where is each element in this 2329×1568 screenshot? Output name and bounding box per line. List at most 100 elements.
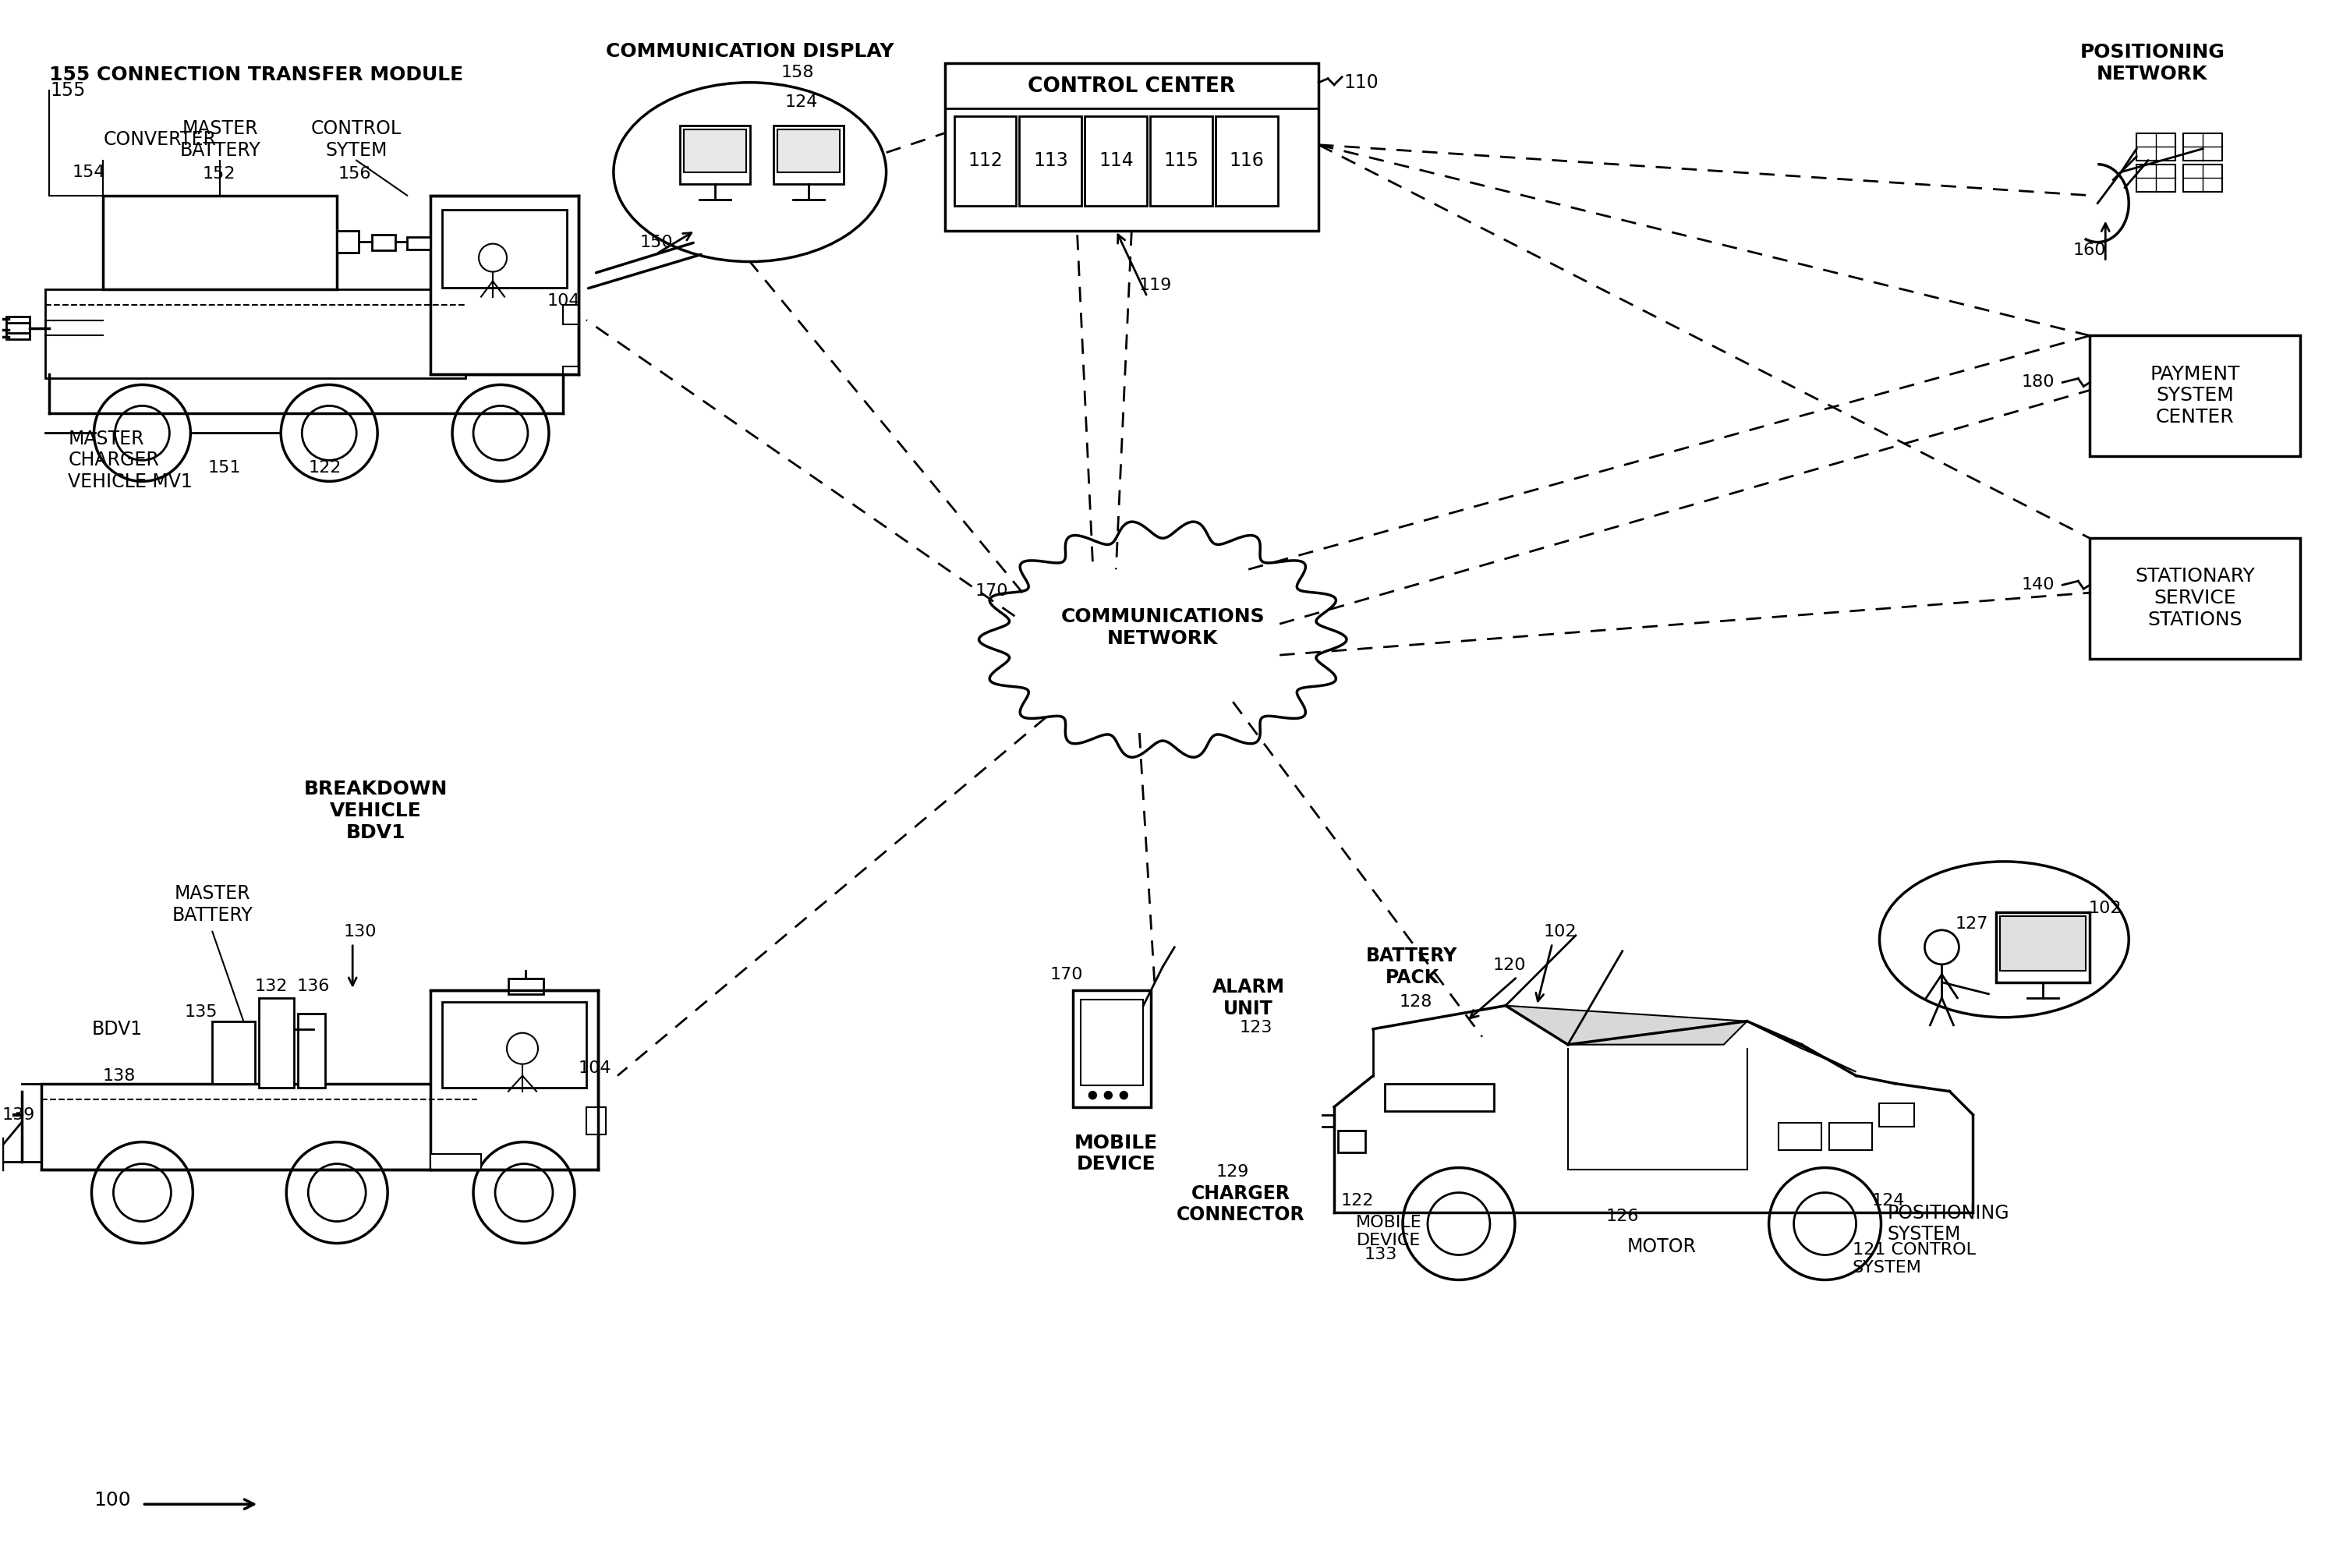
Bar	[1386, 1083, 1493, 1110]
Bar	[1996, 913, 2089, 982]
Bar	[1880, 1102, 1914, 1126]
Text: 104: 104	[547, 293, 580, 309]
Text: 139: 139	[2, 1107, 35, 1123]
Text: CONTROL
SYTEM: CONTROL SYTEM	[312, 119, 401, 160]
Text: COMMUNICATIONS
NETWORK: COMMUNICATIONS NETWORK	[1060, 608, 1265, 648]
Bar	[431, 196, 578, 375]
Text: POSITIONING
SYSTEM: POSITIONING SYSTEM	[1886, 1204, 2010, 1243]
Text: 114: 114	[1099, 151, 1134, 169]
Text: 136: 136	[298, 978, 331, 994]
Text: MASTER
CHARGER
VEHICLE MV1: MASTER CHARGER VEHICLE MV1	[68, 430, 193, 491]
Bar	[680, 125, 750, 183]
Text: 133: 133	[1365, 1247, 1397, 1262]
Text: 126: 126	[1607, 1209, 1640, 1223]
Bar	[1085, 116, 1148, 205]
Bar	[685, 129, 745, 172]
Bar	[443, 1002, 587, 1088]
Text: 155: 155	[51, 82, 86, 100]
Text: 121 CONTROL
SYSTEM: 121 CONTROL SYSTEM	[1852, 1242, 1975, 1276]
Bar	[431, 1154, 482, 1170]
Text: ALARM
UNIT: ALARM UNIT	[1211, 978, 1286, 1018]
Bar	[44, 289, 466, 378]
Bar	[2089, 336, 2301, 456]
Bar	[7, 317, 30, 340]
Text: 155 CONNECTION TRANSFER MODULE: 155 CONNECTION TRANSFER MODULE	[49, 66, 463, 85]
Bar	[42, 1083, 477, 1170]
Text: 123: 123	[1239, 1019, 1272, 1035]
Text: 132: 132	[254, 978, 286, 994]
Circle shape	[1088, 1091, 1097, 1099]
Text: MOBILE
DEVICE: MOBILE DEVICE	[1074, 1134, 1158, 1174]
Text: 122: 122	[310, 461, 342, 477]
Text: 170: 170	[1050, 967, 1083, 982]
Bar	[1216, 116, 1279, 205]
Bar	[1081, 999, 1144, 1085]
Text: POSITIONING
NETWORK: POSITIONING NETWORK	[2080, 42, 2224, 83]
Bar	[587, 1107, 606, 1134]
Bar	[946, 63, 1318, 230]
Text: 154: 154	[72, 165, 105, 180]
Bar	[212, 1021, 256, 1083]
Text: 180: 180	[2022, 375, 2054, 390]
Circle shape	[1120, 1091, 1127, 1099]
Bar	[508, 978, 543, 994]
Text: 135: 135	[184, 1004, 217, 1019]
Text: STATIONARY
SERVICE
STATIONS: STATIONARY SERVICE STATIONS	[2136, 568, 2254, 629]
Text: CONVERTER: CONVERTER	[102, 130, 217, 149]
Text: 127: 127	[1956, 916, 1989, 931]
Text: 156: 156	[338, 166, 373, 182]
Bar	[373, 234, 396, 249]
Bar	[2182, 133, 2222, 160]
Bar	[1828, 1123, 1873, 1149]
Text: COMMUNICATION DISPLAY: COMMUNICATION DISPLAY	[606, 42, 894, 61]
Polygon shape	[978, 522, 1346, 757]
Text: 116: 116	[1230, 151, 1265, 169]
Text: 130: 130	[345, 924, 377, 939]
Text: 120: 120	[1493, 958, 1525, 972]
Text: 115: 115	[1164, 151, 1199, 169]
Ellipse shape	[613, 83, 887, 262]
Bar	[259, 997, 293, 1088]
Text: BATTERY
PACK: BATTERY PACK	[1367, 947, 1458, 986]
Bar	[1151, 116, 1213, 205]
Polygon shape	[1751, 1024, 1856, 1073]
Text: CHARGER
CONNECTOR: CHARGER CONNECTOR	[1176, 1184, 1304, 1225]
Text: 102: 102	[2089, 900, 2122, 916]
Bar	[955, 116, 1015, 205]
Text: 152: 152	[203, 166, 235, 182]
Text: 119: 119	[1139, 278, 1171, 293]
Bar	[443, 210, 566, 287]
Text: 160: 160	[2073, 241, 2105, 257]
Bar	[431, 989, 599, 1170]
Text: 138: 138	[102, 1068, 135, 1083]
Bar	[1779, 1123, 1821, 1149]
Text: 102: 102	[1544, 924, 1577, 939]
Text: 128: 128	[1400, 994, 1432, 1010]
Text: 129: 129	[1216, 1163, 1248, 1179]
Bar	[1020, 116, 1081, 205]
Bar	[298, 1013, 326, 1088]
Text: 140: 140	[2022, 577, 2054, 593]
Text: 124: 124	[785, 94, 817, 110]
Bar	[1074, 989, 1151, 1107]
Text: 110: 110	[1344, 74, 1379, 93]
Bar	[408, 237, 431, 249]
Bar	[778, 129, 838, 172]
Bar	[2136, 133, 2175, 160]
Circle shape	[1104, 1091, 1113, 1099]
Text: BDV1: BDV1	[91, 1019, 142, 1038]
Text: CONTROL CENTER: CONTROL CENTER	[1027, 77, 1234, 97]
Text: BREAKDOWN
VEHICLE
BDV1: BREAKDOWN VEHICLE BDV1	[305, 779, 447, 842]
Text: MOBILE
DEVICE: MOBILE DEVICE	[1355, 1215, 1421, 1248]
Text: MOTOR: MOTOR	[1626, 1237, 1696, 1256]
Bar	[1339, 1131, 1365, 1152]
Text: 122: 122	[1342, 1193, 1374, 1209]
Text: PAYMENT
SYSTEM
CENTER: PAYMENT SYSTEM CENTER	[2150, 365, 2240, 426]
Text: 104: 104	[578, 1060, 613, 1076]
Bar	[564, 304, 578, 325]
Bar	[102, 196, 338, 289]
Bar	[338, 230, 359, 252]
Polygon shape	[1505, 1005, 1747, 1044]
Text: 112: 112	[969, 151, 1001, 169]
Text: 113: 113	[1034, 151, 1069, 169]
